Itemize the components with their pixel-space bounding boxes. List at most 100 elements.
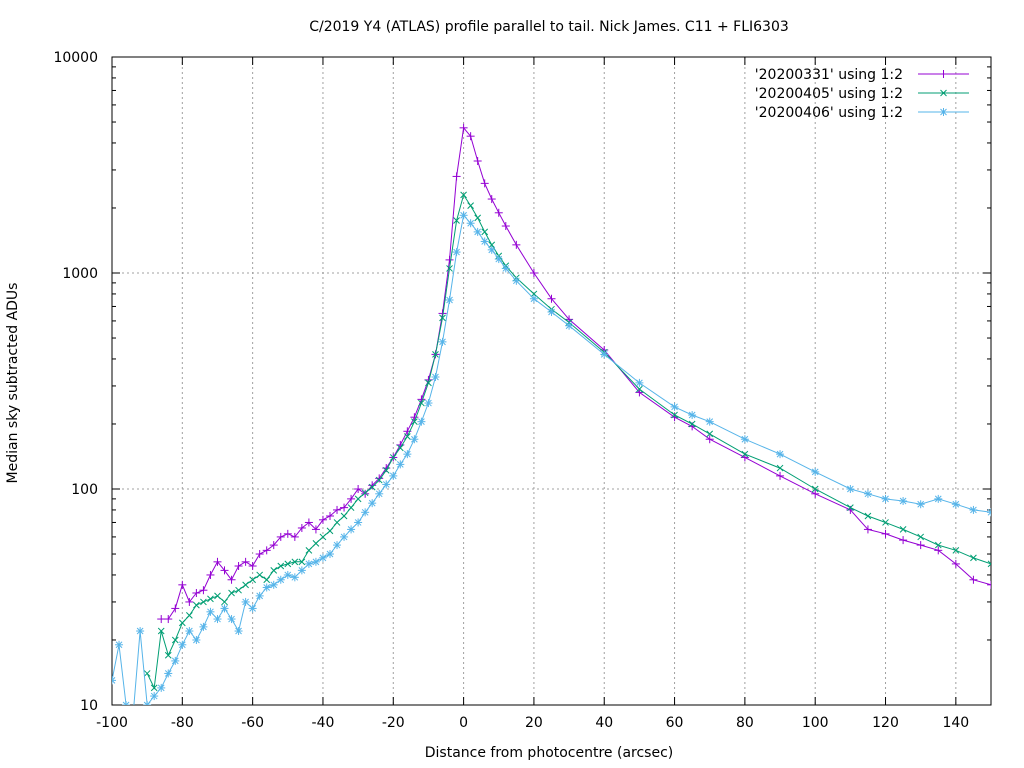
marker-stroke <box>354 495 362 503</box>
data-point <box>512 276 521 285</box>
series-layer <box>112 123 991 719</box>
data-point <box>467 202 474 210</box>
data-point <box>460 191 467 199</box>
data-point <box>445 255 454 264</box>
data-point <box>347 494 356 503</box>
data-point <box>565 321 574 330</box>
plot-area-frame <box>111 56 992 706</box>
marker-stroke <box>305 560 313 568</box>
axis-ticks: -100 -80 -60 -40 -20 0 20 40 60 80 100 120 140 10 100 1… <box>53 50 991 731</box>
data-point <box>143 701 152 705</box>
data-point <box>494 208 503 217</box>
data-point <box>453 217 460 224</box>
x-tick-label: -80 <box>171 715 194 731</box>
data-point <box>671 411 678 419</box>
data-point <box>311 557 320 566</box>
data-point <box>312 540 320 547</box>
marker-stroke <box>418 399 425 407</box>
marker-stroke <box>122 701 127 705</box>
data-point <box>480 237 489 246</box>
marker-stroke <box>636 385 643 393</box>
data-point <box>375 476 383 484</box>
data-point <box>987 508 991 517</box>
marker-stroke <box>235 627 242 635</box>
data-point <box>741 450 749 458</box>
marker-stroke <box>864 512 872 520</box>
marker-stroke <box>143 670 151 677</box>
data-point <box>425 379 432 387</box>
data-point <box>670 402 679 411</box>
data-point <box>340 503 349 512</box>
data-point <box>529 269 538 277</box>
marker-stroke <box>382 481 390 488</box>
data-point <box>847 504 854 511</box>
legend-marker <box>940 89 947 97</box>
data-point <box>157 615 166 624</box>
data-point <box>311 525 320 534</box>
data-point <box>178 619 186 627</box>
data-point <box>192 635 201 644</box>
marker-stroke <box>688 411 696 419</box>
data-point <box>115 640 124 649</box>
data-point <box>952 546 960 554</box>
data-point <box>452 172 461 181</box>
data-point <box>396 444 404 452</box>
marker-stroke <box>200 623 207 631</box>
marker-stroke <box>439 314 446 322</box>
data-point <box>403 433 411 440</box>
x-axis-label: Distance from photocentre (arcsec) <box>425 745 674 761</box>
data-point <box>241 597 250 606</box>
marker-stroke <box>741 450 749 458</box>
marker-stroke <box>291 573 299 581</box>
data-point <box>291 558 299 566</box>
series-3 <box>112 211 991 719</box>
data-point <box>171 636 179 644</box>
legend-label: '20200406' using 1:2 <box>755 105 903 121</box>
data-point <box>129 711 137 719</box>
marker-stroke <box>864 490 872 498</box>
data-point <box>776 471 785 480</box>
marker-stroke <box>235 586 242 594</box>
marker-stroke <box>411 418 418 426</box>
marker-stroke <box>403 450 411 458</box>
data-point <box>213 557 222 566</box>
data-point <box>547 307 556 316</box>
data-point <box>466 132 475 141</box>
data-point <box>600 350 609 359</box>
marker-stroke <box>411 435 418 443</box>
data-point <box>354 495 362 503</box>
data-point <box>389 471 398 480</box>
data-point <box>185 612 193 619</box>
marker-stroke <box>305 546 313 554</box>
data-point <box>899 536 908 545</box>
marker-stroke <box>150 692 158 700</box>
data-point <box>969 505 978 514</box>
data-point <box>326 527 334 535</box>
data-point <box>636 385 643 393</box>
data-point <box>185 597 194 606</box>
marker-stroke <box>453 217 460 224</box>
y-axis-label: Median sky subtracted ADUs <box>5 283 21 484</box>
data-point <box>220 566 229 575</box>
x-tick-label: 80 <box>736 715 754 731</box>
marker-stroke <box>277 576 285 584</box>
x-tick-label: -40 <box>312 715 335 731</box>
data-point <box>934 541 942 549</box>
marker-stroke <box>326 550 334 558</box>
marker-stroke <box>284 571 292 579</box>
data-point <box>438 337 447 346</box>
data-point <box>206 607 215 616</box>
marker-stroke <box>970 506 977 514</box>
x-tick-label: -100 <box>96 715 128 731</box>
marker-stroke <box>277 562 285 570</box>
marker-stroke <box>565 322 573 330</box>
marker-stroke <box>396 444 404 452</box>
marker-stroke <box>481 228 489 236</box>
data-point <box>304 559 313 568</box>
data-point <box>297 566 306 575</box>
data-point <box>263 576 271 584</box>
data-point <box>325 511 334 520</box>
marker-stroke <box>899 526 907 533</box>
marker-stroke <box>382 466 390 474</box>
marker-stroke <box>446 296 453 304</box>
